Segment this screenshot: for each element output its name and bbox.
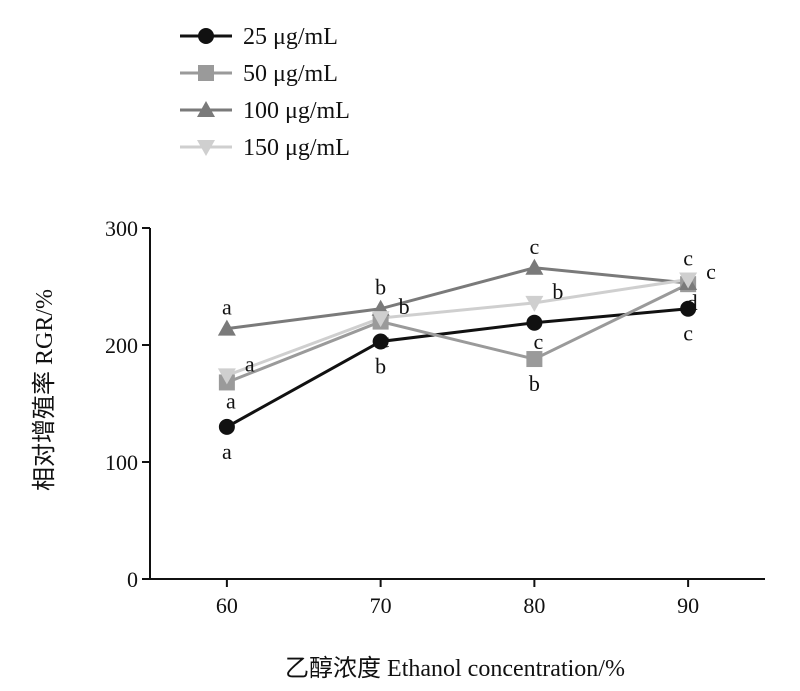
y-tick-label: 300 bbox=[105, 216, 138, 241]
significance-label: a bbox=[222, 295, 232, 320]
x-ticks: 60 70 80 90 bbox=[216, 579, 699, 618]
series-group bbox=[217, 258, 698, 435]
y-axis-title: 相对增殖率 RGR/% bbox=[31, 289, 58, 491]
legend-label: 25 μg/mL bbox=[243, 24, 338, 50]
axes bbox=[149, 228, 765, 580]
data-point-s3-90 bbox=[679, 272, 698, 289]
x-tick-label: 60 bbox=[216, 593, 238, 618]
data-point-s0-70 bbox=[372, 333, 389, 350]
legend-label: 50 μg/mL bbox=[243, 61, 338, 87]
significance-label: a bbox=[245, 351, 255, 376]
y-tick-label: 0 bbox=[127, 567, 138, 592]
data-point-s2-60 bbox=[217, 319, 236, 336]
significance-label: d bbox=[687, 290, 698, 315]
significance-label: c bbox=[683, 245, 693, 270]
legend-marker bbox=[198, 65, 214, 81]
significance-label: a bbox=[226, 388, 236, 413]
y-tick-label: 200 bbox=[105, 333, 138, 358]
series-line-1 bbox=[226, 282, 689, 384]
significance-label: c bbox=[533, 329, 543, 354]
significance-label: b bbox=[529, 371, 540, 396]
data-point-s2-80 bbox=[525, 258, 544, 275]
x-tick-label: 80 bbox=[523, 593, 545, 618]
legend-marker bbox=[197, 140, 215, 156]
legend-marker bbox=[198, 28, 214, 44]
significance-label: c bbox=[706, 259, 716, 284]
legend-label: 100 μg/mL bbox=[243, 98, 350, 124]
significance-label: b bbox=[399, 294, 410, 319]
y-ticks: 0 100 200 300 bbox=[105, 216, 150, 592]
legend-marker bbox=[197, 101, 215, 117]
data-point-s0-80 bbox=[526, 314, 543, 331]
series-line-2 bbox=[226, 266, 689, 331]
significance-label: c bbox=[529, 234, 539, 259]
x-tick-label: 90 bbox=[677, 593, 699, 618]
data-point-s3-60 bbox=[217, 368, 236, 385]
data-point-s3-70 bbox=[371, 311, 390, 328]
significance-label: a bbox=[222, 439, 232, 464]
series-line-3 bbox=[226, 277, 689, 377]
significance-label: c bbox=[683, 321, 693, 346]
legend-label: 150 μg/mL bbox=[243, 135, 350, 161]
series-line-0 bbox=[226, 307, 689, 429]
legend: 25 μg/mL 50 μg/mL 100 μg/mL 150 μg/mL bbox=[180, 24, 350, 161]
data-point-s0-60 bbox=[218, 418, 235, 435]
x-tick-label: 70 bbox=[370, 593, 392, 618]
y-tick-label: 100 bbox=[105, 450, 138, 475]
data-point-s0-90 bbox=[680, 300, 697, 317]
significance-label: c bbox=[380, 328, 390, 353]
significance-label: b bbox=[375, 275, 386, 300]
data-point-s1-80 bbox=[526, 351, 543, 368]
significance-label: b bbox=[552, 279, 563, 304]
x-axis-title: 乙醇浓度 Ethanol concentration/% bbox=[285, 655, 625, 682]
data-point-s3-80 bbox=[525, 295, 544, 312]
significance-label: b bbox=[375, 353, 386, 378]
